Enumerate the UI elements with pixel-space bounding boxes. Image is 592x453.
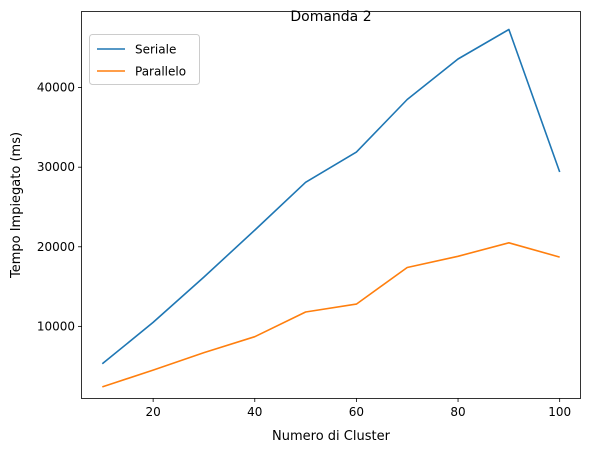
x-axis-label: Numero di Cluster	[272, 429, 391, 444]
y-tick-label: 20000	[37, 240, 75, 254]
x-tick-label: 80	[450, 405, 465, 419]
x-tick-label: 60	[349, 405, 364, 419]
y-tick-label: 40000	[37, 81, 75, 95]
chart-title: Domanda 2	[290, 9, 371, 25]
legend-label-parallelo: Parallelo	[135, 65, 186, 79]
y-axis-label: Tempo Impiegato (ms)	[9, 132, 24, 279]
legend: Seriale Parallelo	[89, 34, 200, 85]
tick-layer: 20 40 60 80 100 10000 20000 30000 40000	[37, 81, 571, 419]
series-line-parallelo	[102, 242, 560, 388]
y-tick-label: 30000	[37, 160, 75, 174]
legend-label-seriale: Seriale	[135, 43, 176, 57]
x-tick-label: 100	[548, 405, 571, 419]
legend-box	[89, 34, 200, 85]
x-tick-label: 40	[247, 405, 262, 419]
y-tick-label: 10000	[37, 319, 75, 333]
plot-frame	[81, 11, 581, 399]
series-line-seriale	[101, 28, 561, 365]
series-layer	[101, 28, 561, 388]
plot-area: 20 40 60 80 100 10000 20000 30000 40000	[37, 11, 581, 419]
x-tick-label: 20	[146, 405, 161, 419]
